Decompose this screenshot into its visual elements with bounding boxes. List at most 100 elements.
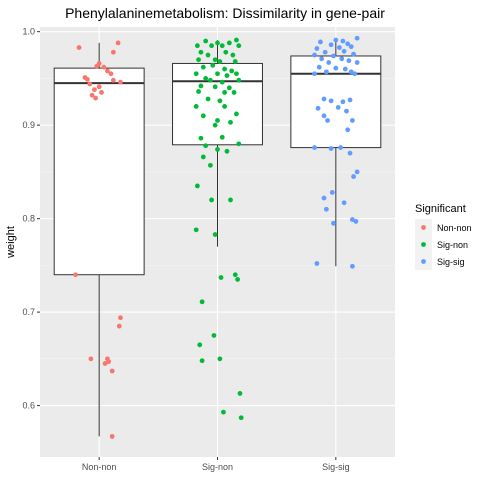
legend-items: Non-non Sig-non Sig-sig bbox=[415, 219, 472, 270]
data-point bbox=[222, 90, 228, 95]
data-point bbox=[108, 71, 114, 77]
data-point bbox=[347, 150, 353, 156]
data-point bbox=[115, 40, 121, 46]
data-point bbox=[229, 68, 235, 74]
data-point bbox=[217, 59, 223, 64]
data-point bbox=[354, 169, 360, 175]
y-axis-ticks: 0.6 0.7 0.8 0.9 1.0 bbox=[22, 27, 40, 411]
data-point bbox=[105, 68, 110, 74]
data-point bbox=[109, 434, 115, 439]
data-point bbox=[228, 119, 233, 125]
data-point bbox=[118, 79, 123, 85]
data-point bbox=[331, 220, 336, 226]
data-point bbox=[212, 122, 218, 128]
data-point bbox=[342, 66, 348, 72]
data-point bbox=[228, 197, 233, 203]
data-point bbox=[348, 44, 354, 50]
data-point bbox=[221, 409, 226, 415]
data-point bbox=[238, 415, 244, 421]
data-point bbox=[346, 58, 352, 64]
data-point bbox=[339, 56, 345, 62]
data-point bbox=[219, 134, 225, 140]
data-point bbox=[196, 57, 201, 63]
legend: Significant Non-non Sig-non Sig-sig bbox=[415, 203, 472, 270]
data-point bbox=[321, 96, 327, 102]
data-point bbox=[333, 37, 339, 43]
data-point bbox=[312, 52, 317, 58]
data-point bbox=[322, 49, 328, 55]
data-point bbox=[205, 96, 211, 102]
data-point bbox=[319, 56, 325, 62]
data-point bbox=[211, 333, 217, 338]
data-point bbox=[110, 49, 116, 55]
legend-label: Sig-sig bbox=[437, 257, 465, 267]
data-point bbox=[224, 73, 230, 79]
data-point bbox=[235, 276, 241, 282]
data-point bbox=[328, 98, 334, 104]
data-point bbox=[193, 104, 199, 109]
x-tick-label: Sig-sig bbox=[322, 462, 350, 472]
data-point bbox=[312, 145, 317, 150]
data-point bbox=[345, 41, 351, 47]
legend-key-point bbox=[421, 259, 426, 264]
data-point bbox=[312, 71, 317, 77]
data-point bbox=[222, 104, 228, 109]
data-point bbox=[232, 59, 238, 64]
data-point bbox=[331, 53, 336, 59]
data-point bbox=[102, 361, 108, 366]
data-point bbox=[116, 323, 122, 329]
data-point bbox=[329, 190, 335, 195]
data-point bbox=[230, 52, 236, 58]
data-point bbox=[347, 97, 353, 103]
y-tick-label: 0.6 bbox=[22, 401, 35, 411]
data-point bbox=[341, 48, 347, 54]
data-point bbox=[198, 49, 204, 55]
data-point bbox=[219, 43, 225, 49]
data-point bbox=[199, 299, 205, 305]
y-tick-label: 0.8 bbox=[22, 214, 35, 224]
box-group bbox=[53, 38, 382, 437]
data-point bbox=[234, 111, 239, 117]
data-point bbox=[208, 162, 213, 168]
data-point bbox=[234, 71, 239, 77]
legend-title: Significant bbox=[415, 203, 466, 215]
data-point bbox=[106, 359, 112, 365]
y-axis-label: weight bbox=[5, 226, 17, 259]
data-point bbox=[212, 232, 218, 237]
data-point bbox=[209, 197, 214, 203]
data-point bbox=[223, 49, 229, 55]
data-point bbox=[340, 38, 346, 44]
data-point bbox=[197, 342, 203, 348]
data-point bbox=[323, 206, 329, 212]
data-point bbox=[203, 143, 209, 149]
data-point bbox=[338, 145, 343, 150]
y-tick-label: 0.7 bbox=[22, 307, 35, 317]
data-point bbox=[344, 108, 349, 114]
data-point bbox=[340, 99, 346, 105]
x-tick-label: Non-non bbox=[82, 462, 117, 472]
point-group bbox=[73, 35, 360, 439]
data-point bbox=[314, 261, 320, 266]
data-point bbox=[200, 113, 206, 119]
data-point bbox=[326, 60, 332, 65]
data-point bbox=[353, 219, 359, 224]
y-tick-label: 1.0 bbox=[22, 27, 35, 37]
data-point bbox=[335, 104, 341, 110]
data-point bbox=[209, 43, 214, 49]
data-point bbox=[325, 118, 330, 123]
data-point bbox=[350, 217, 355, 222]
data-point bbox=[200, 64, 206, 70]
data-point bbox=[94, 63, 100, 69]
box-iqr bbox=[53, 67, 145, 276]
data-point bbox=[215, 71, 220, 77]
data-point bbox=[328, 146, 334, 151]
data-point bbox=[222, 66, 228, 72]
data-point bbox=[200, 154, 206, 160]
data-point bbox=[226, 85, 232, 91]
data-point bbox=[236, 77, 242, 83]
data-point bbox=[118, 315, 123, 321]
data-point bbox=[76, 45, 82, 50]
data-point bbox=[232, 272, 238, 278]
data-point bbox=[215, 118, 220, 123]
data-point bbox=[203, 38, 209, 44]
